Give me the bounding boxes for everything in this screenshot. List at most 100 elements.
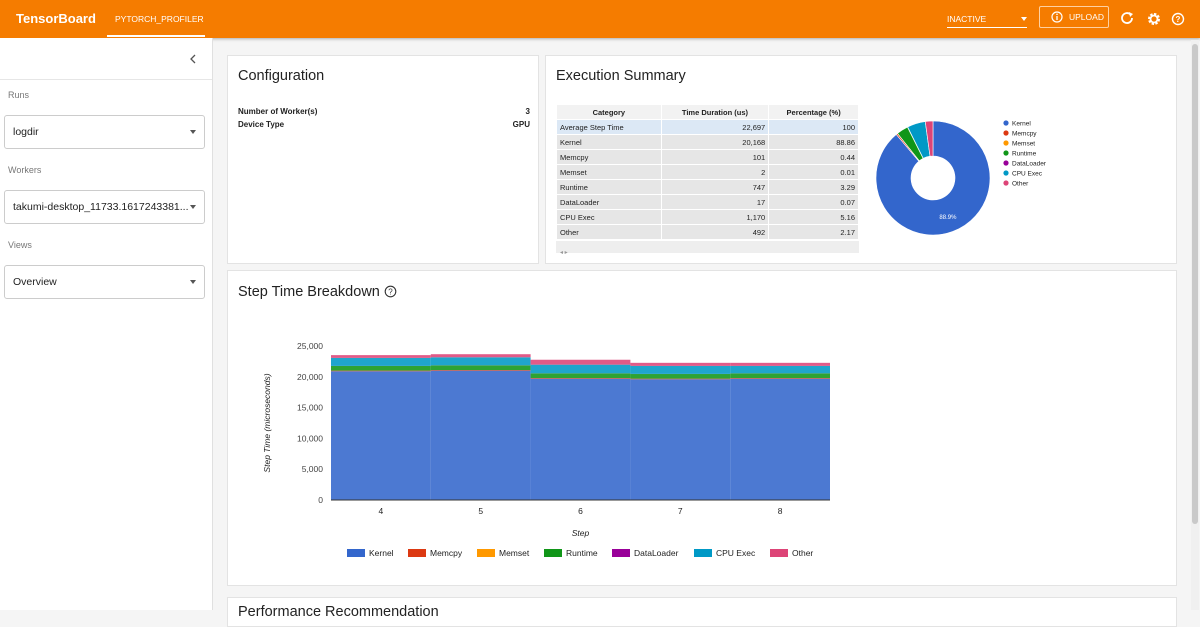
legend-label: Other xyxy=(1012,180,1029,187)
table-cell: 747 xyxy=(661,180,769,195)
area-segment xyxy=(431,354,531,357)
area-segment xyxy=(531,378,631,379)
table-cell: 492 xyxy=(661,225,769,240)
workers-label: Workers xyxy=(8,165,41,175)
table-cell: 2 xyxy=(661,165,769,180)
brand[interactable]: TensorBoard xyxy=(16,11,96,26)
config-row: Device Type GPU xyxy=(238,120,530,133)
area-segment xyxy=(730,363,830,366)
legend-swatch xyxy=(477,549,495,557)
area-segment xyxy=(630,374,730,379)
legend-swatch xyxy=(347,549,365,557)
table-cell: 2.17 xyxy=(769,225,859,240)
settings-icon[interactable] xyxy=(1150,15,1159,24)
y-tick-label: 15,000 xyxy=(297,403,323,413)
collapse-button[interactable] xyxy=(188,54,198,64)
legend-swatch xyxy=(1003,120,1008,125)
status: INACTIVE xyxy=(947,14,986,24)
x-tick-label: 8 xyxy=(778,506,783,516)
upload-label: UPLOAD xyxy=(1069,12,1104,22)
table-cell: 3.29 xyxy=(769,180,859,195)
legend-swatch xyxy=(1003,150,1008,155)
y-tick-label: 0 xyxy=(318,495,323,505)
area-segment xyxy=(331,371,431,500)
card-title: Performance Recommendation xyxy=(238,604,439,620)
page: TensorBoard PYTORCH_PROFILER INACTIVE UP… xyxy=(0,0,1200,610)
legend-label: CPU Exec xyxy=(716,548,756,558)
area-segment xyxy=(531,373,631,378)
y-tick-label: 5,000 xyxy=(302,464,324,474)
table-cell: 20,168 xyxy=(661,135,769,150)
card-title: Execution Summary xyxy=(556,68,686,84)
area-segment xyxy=(431,370,531,371)
status-select[interactable]: INACTIVE xyxy=(947,14,1027,28)
area-segment xyxy=(331,366,431,371)
config-value: GPU xyxy=(513,120,530,133)
x-tick-label: 6 xyxy=(578,506,583,516)
worker-select[interactable]: takumi-desktop_11733.1617243381... xyxy=(4,190,205,224)
legend-label: Other xyxy=(792,548,813,558)
table-cell: 100 xyxy=(769,120,859,135)
area-segment xyxy=(730,379,830,500)
y-tick-label: 20,000 xyxy=(297,372,323,382)
legend-label: Memcpy xyxy=(1012,130,1037,137)
x-tick-label: 7 xyxy=(678,506,683,516)
table-cell: Average Step Time xyxy=(557,120,662,135)
table-scrollbar[interactable]: ◂ ▸ xyxy=(556,241,859,253)
area-segment xyxy=(531,365,631,374)
y-tick-label: 25,000 xyxy=(297,341,323,351)
legend-label: Memcpy xyxy=(430,548,463,558)
legend-label: DataLoader xyxy=(634,548,679,558)
table-cell: DataLoader xyxy=(557,195,662,210)
legend-label: Kernel xyxy=(1012,120,1031,127)
legend-label: Runtime xyxy=(1012,150,1037,157)
table-cell: 101 xyxy=(661,150,769,165)
upload-button[interactable]: UPLOAD xyxy=(1039,6,1109,28)
views-label: Views xyxy=(8,240,32,250)
table-cell: Runtime xyxy=(557,180,662,195)
table-cell: 0.07 xyxy=(769,195,859,210)
area-segment xyxy=(431,357,531,365)
card-title: Step Time Breakdown ? xyxy=(238,284,397,300)
config-key: Device Type xyxy=(238,120,284,133)
table-cell: 17 xyxy=(661,195,769,210)
runs-label: Runs xyxy=(8,90,29,100)
table-cell: Kernel xyxy=(557,135,662,150)
run-select[interactable]: logdir xyxy=(4,115,205,149)
legend-swatch xyxy=(1003,180,1008,185)
header-icons: ? xyxy=(1120,11,1190,27)
column-header: Time Duration (us) xyxy=(661,105,769,120)
area-segment xyxy=(630,366,730,374)
help-icon[interactable]: ? xyxy=(1173,14,1184,25)
legend-swatch xyxy=(1003,170,1008,175)
area-segment xyxy=(531,379,631,500)
legend-swatch xyxy=(544,549,562,557)
view-select[interactable]: Overview xyxy=(4,265,205,299)
tab[interactable]: PYTORCH_PROFILER xyxy=(115,14,204,24)
legend-label: Memset xyxy=(1012,140,1035,147)
tab-underline xyxy=(107,35,205,37)
legend-label: Memset xyxy=(499,548,530,558)
y-tick-label: 10,000 xyxy=(297,433,323,443)
area-segment xyxy=(730,366,830,373)
scrollbar[interactable] xyxy=(1191,40,1199,610)
table-cell: 5.16 xyxy=(769,210,859,225)
legend-swatch xyxy=(1003,130,1008,135)
slice-label: 88.9% xyxy=(939,215,957,221)
legend-swatch xyxy=(770,549,788,557)
help-icon[interactable]: ? xyxy=(384,285,397,298)
legend-label: CPU Exec xyxy=(1012,170,1043,177)
table-cell: 1,170 xyxy=(661,210,769,225)
